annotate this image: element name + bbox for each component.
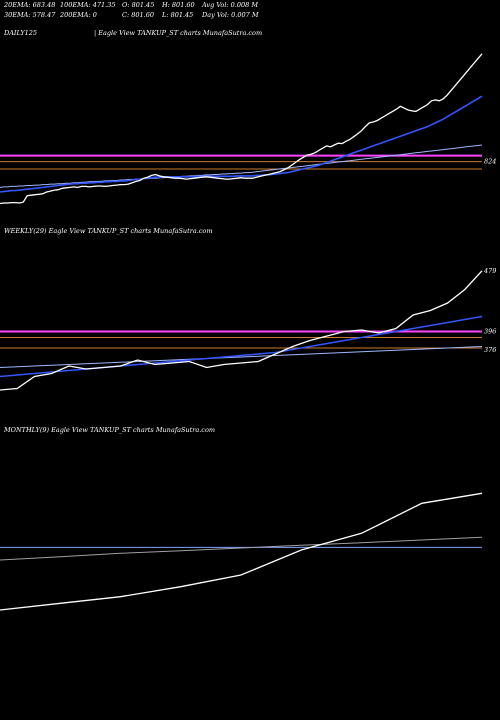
monthly-panel-title: MONTHLY(9) Eagle View TANKUP_ST charts M…: [4, 426, 216, 434]
monthly-price-line: [0, 492, 483, 611]
daily-ema-light-line: [0, 144, 483, 188]
weekly-price-line: [0, 270, 483, 391]
weekly-ema-blue-line: [0, 315, 483, 378]
weekly-ema-light-line: [0, 346, 483, 368]
open-label: O: 801.45: [122, 1, 155, 9]
ema200-label: 200EMA: 0: [60, 11, 97, 19]
weekly-tick-label-0: 479: [483, 267, 496, 275]
monthly-ema-line: [0, 536, 483, 561]
high-label: H: 801.60: [162, 1, 195, 9]
daily-price-line: [0, 53, 483, 205]
daily-ema-blue-line: [0, 95, 483, 193]
close-label: C: 801.60: [122, 11, 154, 19]
day-vol-label: Day Vol: 0.007 M: [202, 11, 259, 19]
daily-price-tick: 824: [484, 158, 496, 166]
low-label: L: 801.45: [162, 11, 194, 19]
ema100-label: 100EMA: 471.35: [60, 1, 116, 9]
daily-title: DAILY125: [4, 29, 38, 37]
ema20-label: 20EMA: 683.48: [4, 1, 56, 9]
weekly-panel-title: WEEKLY(29) Eagle View TANKUP_ST charts M…: [4, 227, 213, 235]
avg-vol-label: Avg Vol: 0.008 M: [202, 1, 259, 9]
daily-caption: | Eagle View TANKUP_ST charts MunafaSutr…: [94, 29, 263, 37]
daily-panel-title: DAILY125 | Eagle View TANKUP_ST charts M…: [4, 29, 262, 37]
weekly-tick-label-2: 376: [484, 346, 496, 354]
ema30-label: 30EMA: 578.47: [4, 11, 56, 19]
weekly-tick-label-1: 396: [484, 328, 496, 336]
